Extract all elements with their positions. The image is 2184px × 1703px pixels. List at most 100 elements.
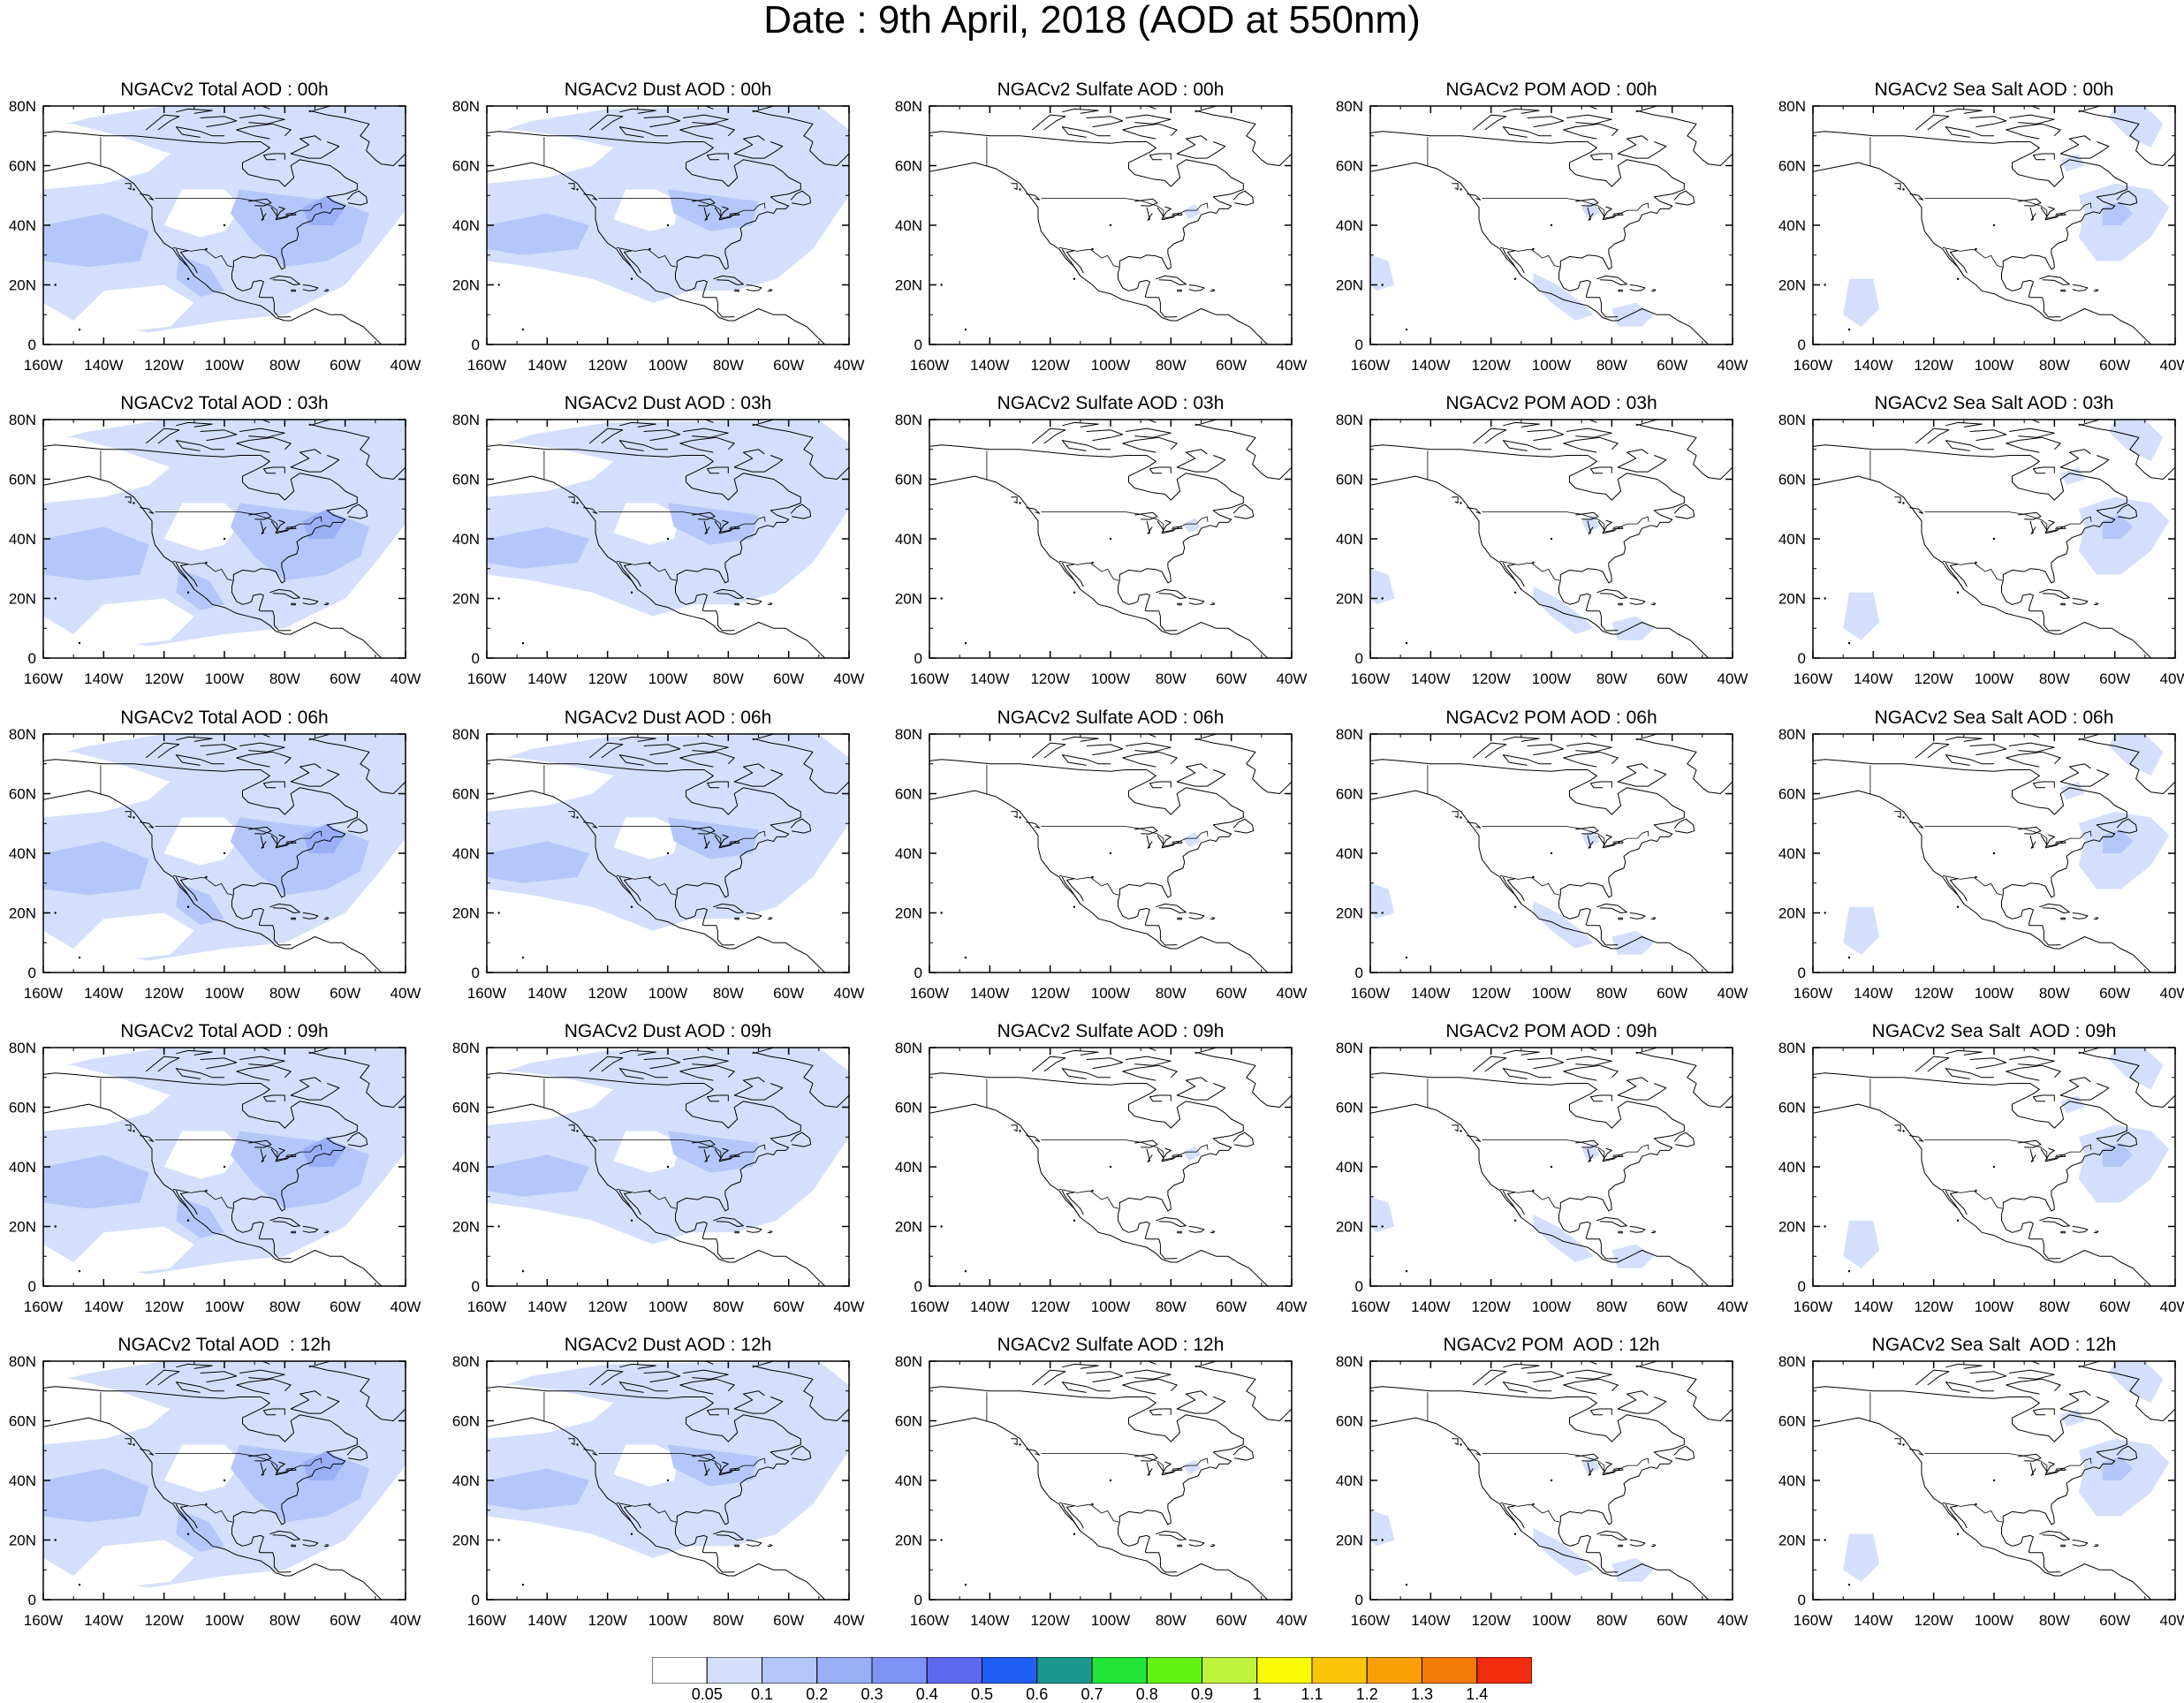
- coastline: [2116, 1445, 2138, 1461]
- lon-tick-label: 160W: [467, 1298, 506, 1315]
- coastline: [43, 1386, 358, 1525]
- coastline: [2093, 1230, 2099, 1234]
- coastline: [1915, 1369, 1950, 1386]
- coastline: [618, 1503, 639, 1532]
- coastline: [261, 1048, 331, 1055]
- island-dot: [1956, 591, 1960, 594]
- island-dot: [1902, 816, 1905, 819]
- coastline: [2078, 1051, 2175, 1108]
- coastline: [1503, 736, 1540, 742]
- coastline: [703, 207, 710, 221]
- lat-tick-label: 60N: [452, 472, 480, 488]
- lon-tick-label: 100W: [1975, 357, 2013, 374]
- country-border: [1942, 560, 2003, 581]
- lon-tick-label: 40W: [1277, 357, 1308, 374]
- coastline: [1969, 116, 2007, 128]
- coastline: [2018, 1139, 2042, 1148]
- coastline: [1370, 444, 1685, 584]
- coastline: [1575, 1139, 1599, 1148]
- map-plot: 160W 140W 120W 100W 80W 60W 40W 0 20N 40N 60N 80N: [9, 98, 421, 374]
- coastline: [262, 1094, 285, 1102]
- lat-tick-label: 80N: [1778, 1040, 1806, 1056]
- coastline: [1452, 811, 1459, 818]
- island-dot: [1902, 502, 1905, 504]
- coastline: [175, 876, 195, 904]
- coastline: [1149, 1408, 1172, 1416]
- coastline: [1945, 440, 1994, 451]
- coastline: [2032, 466, 2055, 474]
- coastline: [2001, 1522, 2061, 1573]
- lon-tick-label: 100W: [648, 357, 687, 374]
- aod-shading: [1611, 1244, 1655, 1268]
- aod-shading: [73, 284, 194, 333]
- coastline: [1503, 108, 1540, 114]
- island-dot: [1513, 591, 1517, 594]
- island-dot: [1405, 1269, 1408, 1273]
- coastline: [1502, 1503, 1522, 1532]
- island-dot: [666, 1479, 670, 1482]
- coastline: [175, 248, 195, 276]
- coastline: [568, 1124, 575, 1132]
- lon-tick-label: 160W: [467, 670, 506, 687]
- coastline: [1575, 826, 1599, 835]
- coastline: [248, 1139, 272, 1148]
- colorbar-label: 0.3: [861, 1685, 883, 1703]
- aod-shading: [487, 1071, 614, 1125]
- lon-tick-label: 60W: [330, 1612, 360, 1629]
- coastline: [1894, 1124, 1901, 1132]
- country-border: [1482, 511, 1649, 533]
- map-plot: 160W 140W 120W 100W 80W 60W 40W 0 20N 40N 60N 80N: [895, 412, 1308, 687]
- coastline: [1507, 250, 1525, 274]
- lat-tick-label: 60N: [1778, 1100, 1806, 1116]
- island-dot: [630, 1219, 633, 1222]
- lat-tick-label: 20N: [1778, 277, 1806, 294]
- lon-tick-label: 140W: [84, 1612, 123, 1629]
- coastline: [675, 1208, 735, 1260]
- coastline: [624, 878, 641, 902]
- panel-title: NGACv2 Dust AOD : 06h: [564, 708, 772, 728]
- coastline: [43, 1103, 383, 1286]
- coastline: [679, 123, 735, 140]
- country-border: [1499, 560, 1560, 581]
- aod-shading: [613, 1131, 680, 1173]
- coastline: [275, 1158, 289, 1162]
- panel-title: NGACv2 Dust AOD : 09h: [564, 1021, 772, 1041]
- aod-shading: [176, 1196, 224, 1238]
- lon-tick-label: 40W: [1718, 357, 1748, 374]
- coastline: [2059, 135, 2110, 159]
- country-border: [1924, 1453, 2092, 1474]
- aod-shading: [176, 568, 224, 610]
- lat-tick-label: 20N: [1336, 591, 1363, 608]
- coastline: [1176, 449, 1226, 473]
- aod-shading: [487, 213, 590, 255]
- colorbar-box: [1366, 1656, 1422, 1684]
- coastline: [269, 275, 300, 285]
- coastline: [718, 844, 732, 849]
- map-plot: 160W 140W 120W 100W 80W 60W 40W 0 20N 40N 60N 80N: [1336, 1040, 1748, 1315]
- aod-shading: [2078, 183, 2170, 261]
- lat-tick-label: 0: [1355, 650, 1363, 667]
- coastline: [1502, 1068, 1551, 1079]
- lat-tick-label: 80N: [452, 1040, 480, 1056]
- lat-tick-label: 20N: [452, 1533, 480, 1549]
- coastline: [1558, 895, 1619, 946]
- island-dot: [940, 284, 943, 286]
- coastline: [1062, 1049, 1099, 1056]
- coastline: [1950, 1505, 1968, 1529]
- coastline: [1629, 912, 1646, 920]
- coastline: [1813, 759, 2127, 898]
- lat-tick-label: 40N: [1778, 531, 1806, 548]
- lon-tick-label: 140W: [1411, 1612, 1450, 1629]
- lon-tick-label: 60W: [1216, 985, 1247, 1002]
- coastline: [2009, 1369, 2055, 1380]
- island-dot: [630, 1533, 633, 1535]
- lon-tick-label: 100W: [1532, 670, 1571, 687]
- coastline: [733, 1390, 784, 1414]
- lon-tick-label: 100W: [1975, 670, 2013, 687]
- coastline: [43, 790, 383, 973]
- lat-tick-label: 40N: [452, 531, 480, 548]
- coastline: [1188, 1226, 1205, 1233]
- coastline: [733, 449, 784, 473]
- panel-title: NGACv2 Sea Salt AOD : 03h: [1874, 393, 2114, 413]
- coastline: [1635, 1365, 1733, 1421]
